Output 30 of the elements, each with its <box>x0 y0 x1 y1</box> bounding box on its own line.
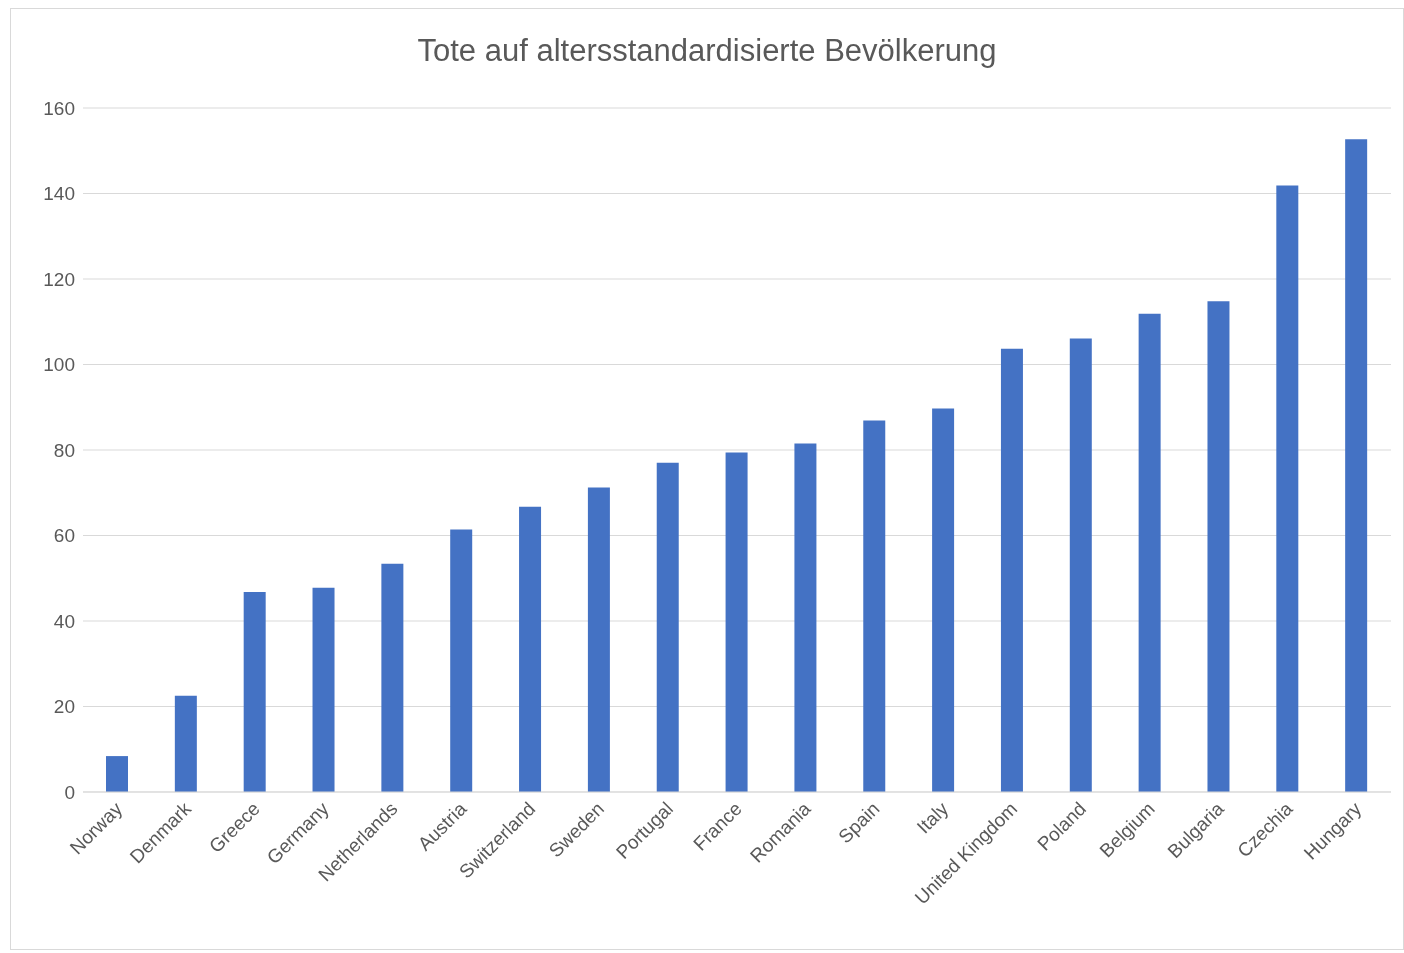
bar <box>450 529 473 792</box>
y-tick-label: 20 <box>53 696 75 718</box>
bar <box>1000 348 1023 792</box>
y-tick-label: 160 <box>43 97 75 119</box>
bar <box>243 591 266 792</box>
bar <box>1345 139 1368 792</box>
bar <box>381 563 404 792</box>
y-tick-label: 100 <box>43 354 75 376</box>
bar <box>932 408 955 792</box>
chart-title: Tote auf altersstandardisierte Bevölkerung <box>416 33 998 69</box>
bar <box>1138 313 1161 792</box>
bar <box>794 443 817 792</box>
bar <box>863 420 886 792</box>
y-tick-label: 0 <box>64 781 75 803</box>
bar <box>106 756 128 792</box>
y-tick-label: 40 <box>53 610 75 632</box>
bar <box>1276 185 1299 792</box>
bar <box>656 462 679 792</box>
y-tick-label: 140 <box>43 183 75 205</box>
bar <box>312 587 335 792</box>
bar <box>587 487 610 792</box>
y-tick-label: 60 <box>53 525 75 547</box>
y-tick-label: 80 <box>53 439 75 461</box>
bar <box>519 506 542 792</box>
bar <box>174 695 197 792</box>
bar <box>1069 338 1092 792</box>
x-tick-label: Italy <box>912 797 953 838</box>
bar <box>725 452 748 792</box>
y-tick-label: 120 <box>43 268 75 290</box>
bar <box>1207 301 1230 792</box>
